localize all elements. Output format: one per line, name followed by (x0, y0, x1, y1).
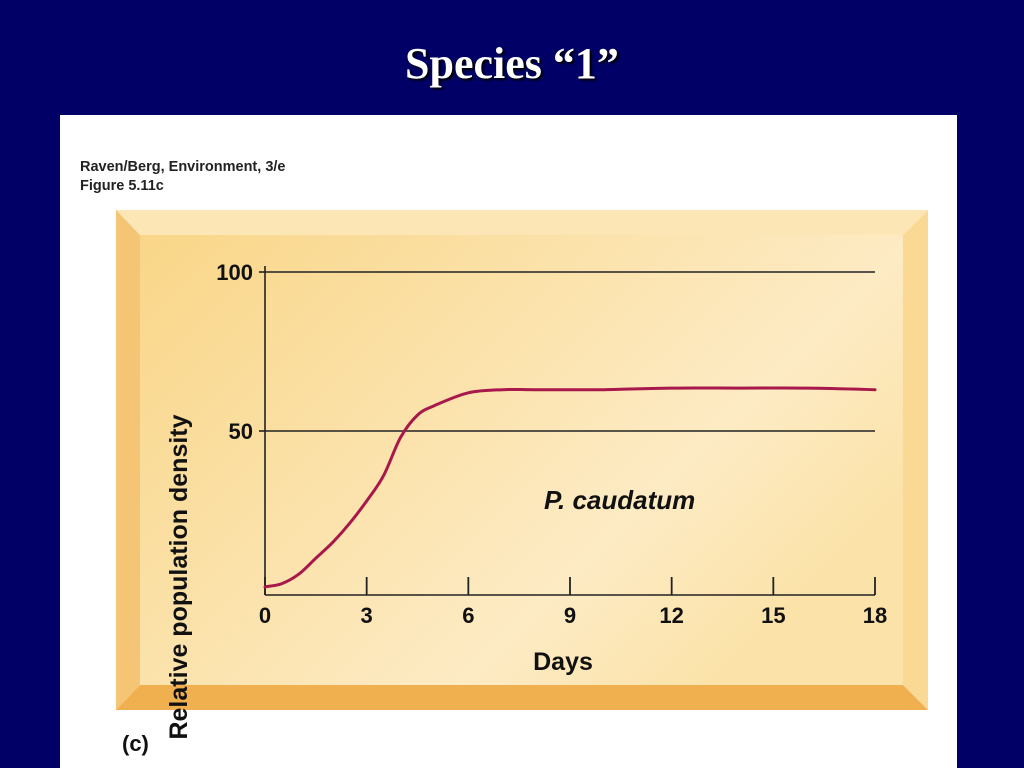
y-axis-label: Relative population density (165, 414, 193, 739)
population-chart: 50 100 0 3 6 9 12 15 18 Relative population dens… (116, 210, 928, 740)
slide-title: Species “1” (405, 39, 619, 88)
x-tick-label-12: 12 (659, 603, 683, 628)
figure-credit-source: Raven/Berg, Environment, 3/e (80, 159, 286, 175)
series-layer (263, 386, 877, 589)
x-tick-label-18: 18 (863, 603, 887, 628)
panel-label: (c) (122, 731, 149, 756)
species-annotation: P. caudatum (544, 485, 695, 515)
y-tick-label-100: 100 (216, 260, 253, 285)
gridlines (265, 271, 875, 432)
population-curve (263, 386, 877, 589)
y-tick-label-50: 50 (229, 419, 253, 444)
figure-credit-number: Figure 5.11c (80, 178, 164, 194)
x-tick-label-15: 15 (761, 603, 785, 628)
tick-labels: 50 100 0 3 6 9 12 15 18 (216, 260, 887, 628)
x-tick-label-9: 9 (564, 603, 576, 628)
x-tick-label-6: 6 (462, 603, 474, 628)
x-tick-label-3: 3 (361, 603, 373, 628)
figure-panel: Raven/Berg, Environment, 3/e Figure 5.11… (60, 115, 957, 768)
x-axis-label: Days (533, 648, 593, 676)
x-tick-label-0: 0 (259, 603, 271, 628)
chart-frame (116, 210, 928, 710)
